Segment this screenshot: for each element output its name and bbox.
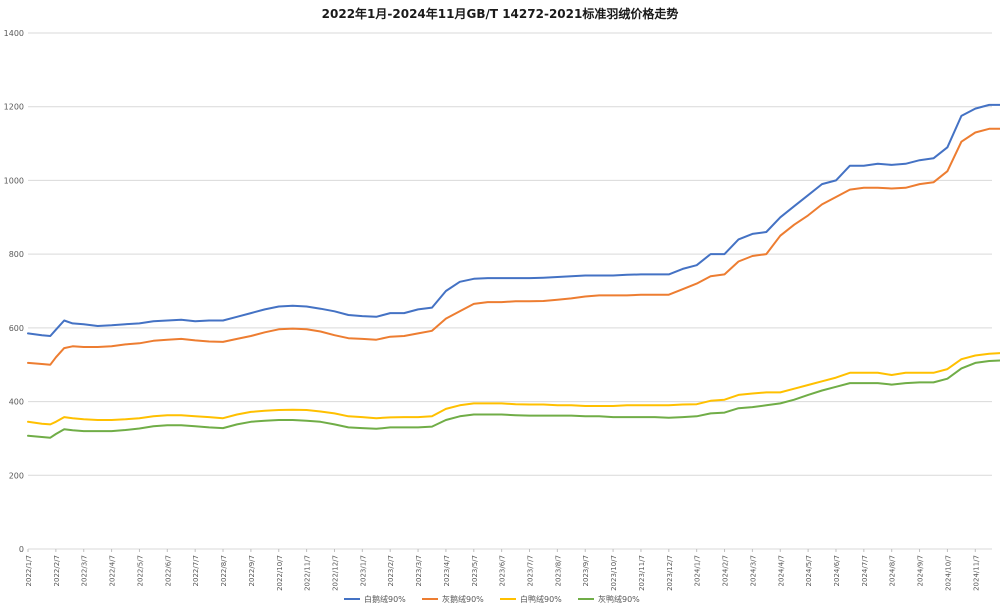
x-tick-label: 2024/4/7 [777,555,785,586]
x-tick-label: 2023/2/7 [387,555,395,586]
x-tick-label: 2023/8/7 [554,555,562,586]
legend-label: 灰鹅绒90% [442,594,484,604]
x-tick-label: 2023/3/7 [415,555,423,586]
x-tick-label: 2022/11/7 [304,555,312,591]
x-tick-label: 2023/5/7 [471,555,479,586]
legend-label: 灰鸭绒90% [598,594,640,604]
x-tick-label: 2023/6/7 [499,555,507,586]
x-tick-label: 2023/4/7 [443,555,451,586]
x-tick-label: 2023/1/7 [359,555,367,586]
series-line-2 [27,352,1000,426]
y-tick-label: 400 [9,398,24,407]
series-line-1 [27,127,1000,366]
y-tick-label: 800 [9,250,24,259]
y-axis-ticks: 0 200 400 600 800 1000 1200 1400 [4,29,24,554]
x-tick-label: 2023/12/7 [666,555,674,591]
legend-label: 白鸭绒90% [520,594,562,604]
legend-label: 白鹅绒90% [364,594,406,604]
y-tick-label: 600 [9,324,24,333]
x-tick-label: 2022/12/7 [331,555,339,591]
x-tick-label: 2024/3/7 [749,555,757,586]
x-tick-label: 2022/2/7 [53,555,61,586]
x-tick-label: 2022/10/7 [276,555,284,591]
x-tick-label: 2023/11/7 [638,555,646,591]
x-tick-label: 2024/8/7 [889,555,897,586]
series-line-3 [27,359,1000,439]
legend: 白鹅绒90% 灰鹅绒90% 白鸭绒90% 灰鸭绒90% [344,594,640,604]
x-tick-label: 2024/6/7 [833,555,841,586]
x-tick-label: 2023/9/7 [582,555,590,586]
x-tick-label: 2022/9/7 [248,555,256,586]
x-tick-label: 2023/10/7 [610,555,618,591]
x-tick-label: 2024/5/7 [805,555,813,586]
y-tick-label: 1200 [4,103,24,112]
grid-lines [28,32,992,550]
y-tick-label: 1000 [4,176,24,185]
x-tick-label: 2022/1/7 [25,555,33,586]
series-line-0 [27,103,1000,337]
x-tick-label: 2022/4/7 [109,555,117,586]
series-lines [27,103,1000,439]
y-tick-label: 1400 [4,29,24,38]
x-tick-label: 2024/7/7 [861,555,869,586]
x-tick-label: 2022/7/7 [192,555,200,586]
y-tick-label: 200 [9,471,24,480]
x-tick-label: 2024/1/7 [694,555,702,586]
x-axis-ticks: 2022/1/7 2022/2/7 2022/3/7 2022/4/7 2022/5/7… [25,549,980,591]
x-tick-label: 2024/11/7 [972,555,980,591]
x-tick-label: 2024/2/7 [722,555,730,586]
x-tick-label: 2024/10/7 [944,555,952,591]
x-tick-label: 2022/8/7 [220,555,228,586]
x-tick-label: 2022/6/7 [164,555,172,586]
y-tick-label: 0 [19,545,24,554]
x-tick-label: 2022/5/7 [136,555,144,586]
chart-title: 2022年1月-2024年11月GB/T 14272-2021标准羽绒价格走势 [322,6,679,21]
x-tick-label: 2024/9/7 [917,555,925,586]
x-tick-label: 2023/7/7 [527,555,535,586]
x-tick-label: 2022/3/7 [81,555,89,586]
